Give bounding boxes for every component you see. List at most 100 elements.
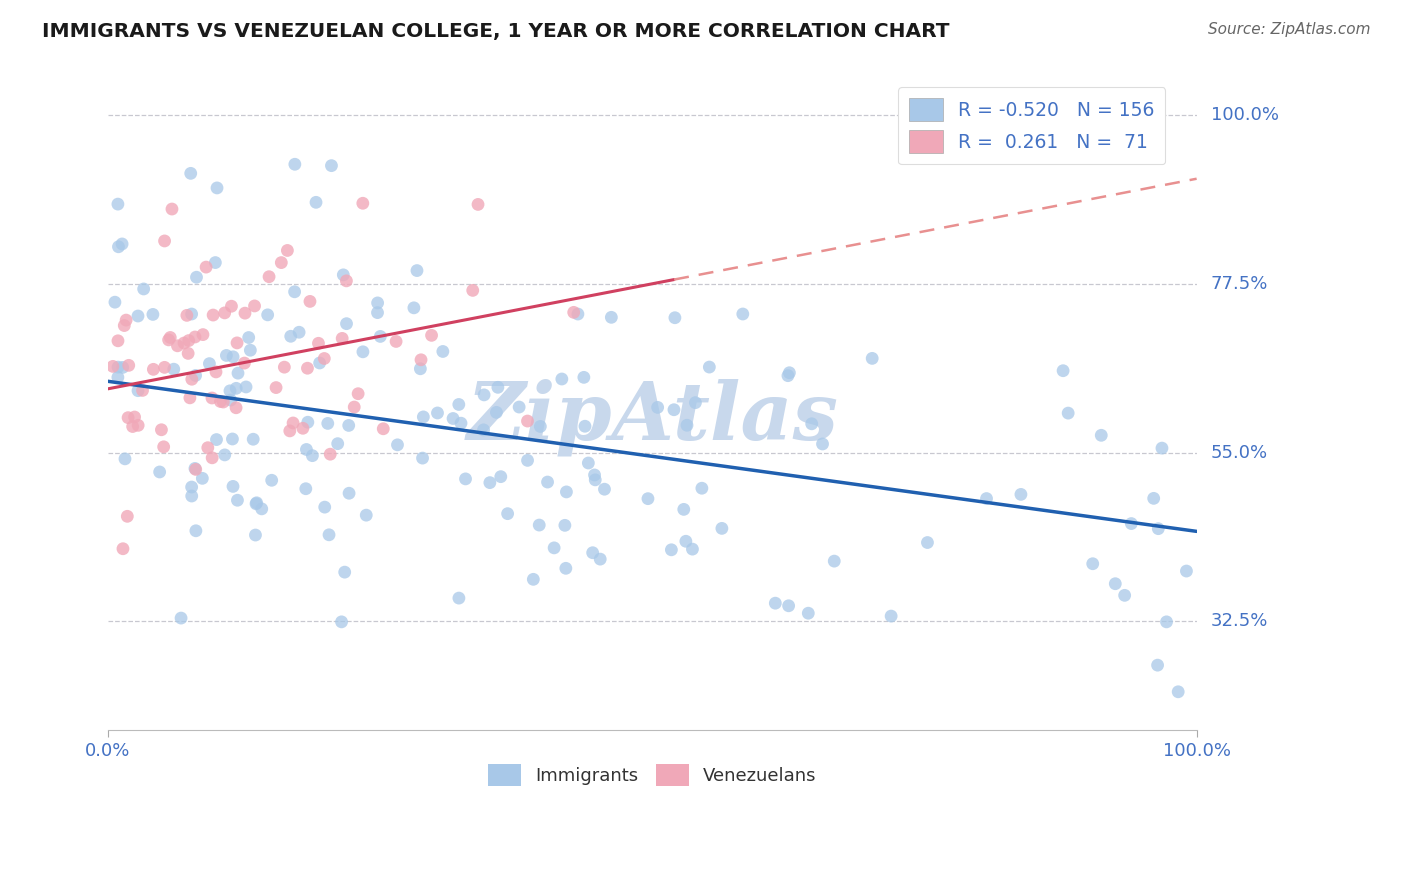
- Point: [124, 410, 146, 425]
- Point: [111, 541, 134, 556]
- Point: [111, 360, 134, 375]
- Point: [1143, 491, 1166, 506]
- Point: [153, 360, 176, 375]
- Point: [543, 541, 565, 555]
- Point: [326, 436, 349, 450]
- Point: [260, 473, 283, 487]
- Point: [209, 394, 232, 409]
- Point: [489, 469, 512, 483]
- Point: [811, 437, 834, 451]
- Point: [101, 359, 124, 374]
- Point: [562, 305, 585, 319]
- Point: [508, 400, 530, 414]
- Point: [205, 365, 228, 379]
- Point: [201, 450, 224, 465]
- Point: [225, 401, 247, 415]
- Point: [243, 299, 266, 313]
- Point: [316, 417, 339, 431]
- Point: [352, 344, 374, 359]
- Point: [1146, 658, 1168, 673]
- Point: [278, 424, 301, 438]
- Point: [450, 416, 472, 430]
- Point: [204, 255, 226, 269]
- Point: [1121, 516, 1143, 531]
- Point: [1052, 364, 1074, 378]
- Point: [335, 317, 357, 331]
- Point: [308, 356, 330, 370]
- Point: [551, 372, 574, 386]
- Point: [294, 482, 316, 496]
- Point: [387, 438, 409, 452]
- Point: [662, 402, 685, 417]
- Point: [186, 270, 208, 285]
- Point: [153, 234, 176, 248]
- Point: [529, 419, 551, 434]
- Point: [314, 500, 336, 515]
- Text: Source: ZipAtlas.com: Source: ZipAtlas.com: [1208, 22, 1371, 37]
- Point: [1104, 576, 1126, 591]
- Point: [214, 306, 236, 320]
- Point: [432, 344, 454, 359]
- Text: ZipAtlas: ZipAtlas: [467, 378, 838, 456]
- Point: [347, 386, 370, 401]
- Point: [314, 351, 336, 366]
- Point: [202, 308, 225, 322]
- Point: [104, 295, 127, 310]
- Point: [917, 535, 939, 549]
- Point: [222, 479, 245, 493]
- Point: [1150, 441, 1173, 455]
- Point: [184, 368, 207, 383]
- Point: [197, 441, 219, 455]
- Point: [1114, 588, 1136, 602]
- Point: [1090, 428, 1112, 442]
- Point: [115, 313, 138, 327]
- Point: [107, 240, 129, 254]
- Point: [478, 475, 501, 490]
- Point: [176, 309, 198, 323]
- Point: [219, 392, 242, 407]
- Point: [301, 449, 323, 463]
- Point: [297, 415, 319, 429]
- Point: [367, 296, 389, 310]
- Point: [699, 360, 721, 375]
- Point: [472, 388, 495, 402]
- Point: [214, 448, 236, 462]
- Point: [127, 309, 149, 323]
- Point: [797, 606, 820, 620]
- Point: [233, 306, 256, 320]
- Point: [118, 359, 141, 373]
- Text: 100.0%: 100.0%: [1211, 106, 1278, 124]
- Point: [467, 197, 489, 211]
- Point: [201, 391, 224, 405]
- Point: [685, 395, 707, 409]
- Point: [880, 609, 903, 624]
- Point: [330, 615, 353, 629]
- Point: [256, 308, 278, 322]
- Point: [860, 351, 883, 366]
- Point: [637, 491, 659, 506]
- Point: [574, 419, 596, 434]
- Point: [576, 456, 599, 470]
- Point: [276, 244, 298, 258]
- Point: [212, 395, 235, 409]
- Point: [319, 447, 342, 461]
- Point: [245, 528, 267, 542]
- Point: [305, 195, 328, 210]
- Point: [583, 467, 606, 482]
- Point: [426, 406, 449, 420]
- Point: [1156, 615, 1178, 629]
- Point: [776, 368, 799, 383]
- Point: [170, 611, 193, 625]
- Point: [661, 542, 683, 557]
- Point: [184, 524, 207, 538]
- Point: [160, 202, 183, 216]
- Point: [245, 497, 267, 511]
- Point: [516, 414, 538, 428]
- Point: [412, 409, 434, 424]
- Point: [333, 565, 356, 579]
- Point: [486, 380, 509, 394]
- Point: [330, 331, 353, 345]
- Text: IMMIGRANTS VS VENEZUELAN COLLEGE, 1 YEAR OR MORE CORRELATION CHART: IMMIGRANTS VS VENEZUELAN COLLEGE, 1 YEAR…: [42, 22, 949, 41]
- Point: [664, 310, 686, 325]
- Point: [373, 422, 395, 436]
